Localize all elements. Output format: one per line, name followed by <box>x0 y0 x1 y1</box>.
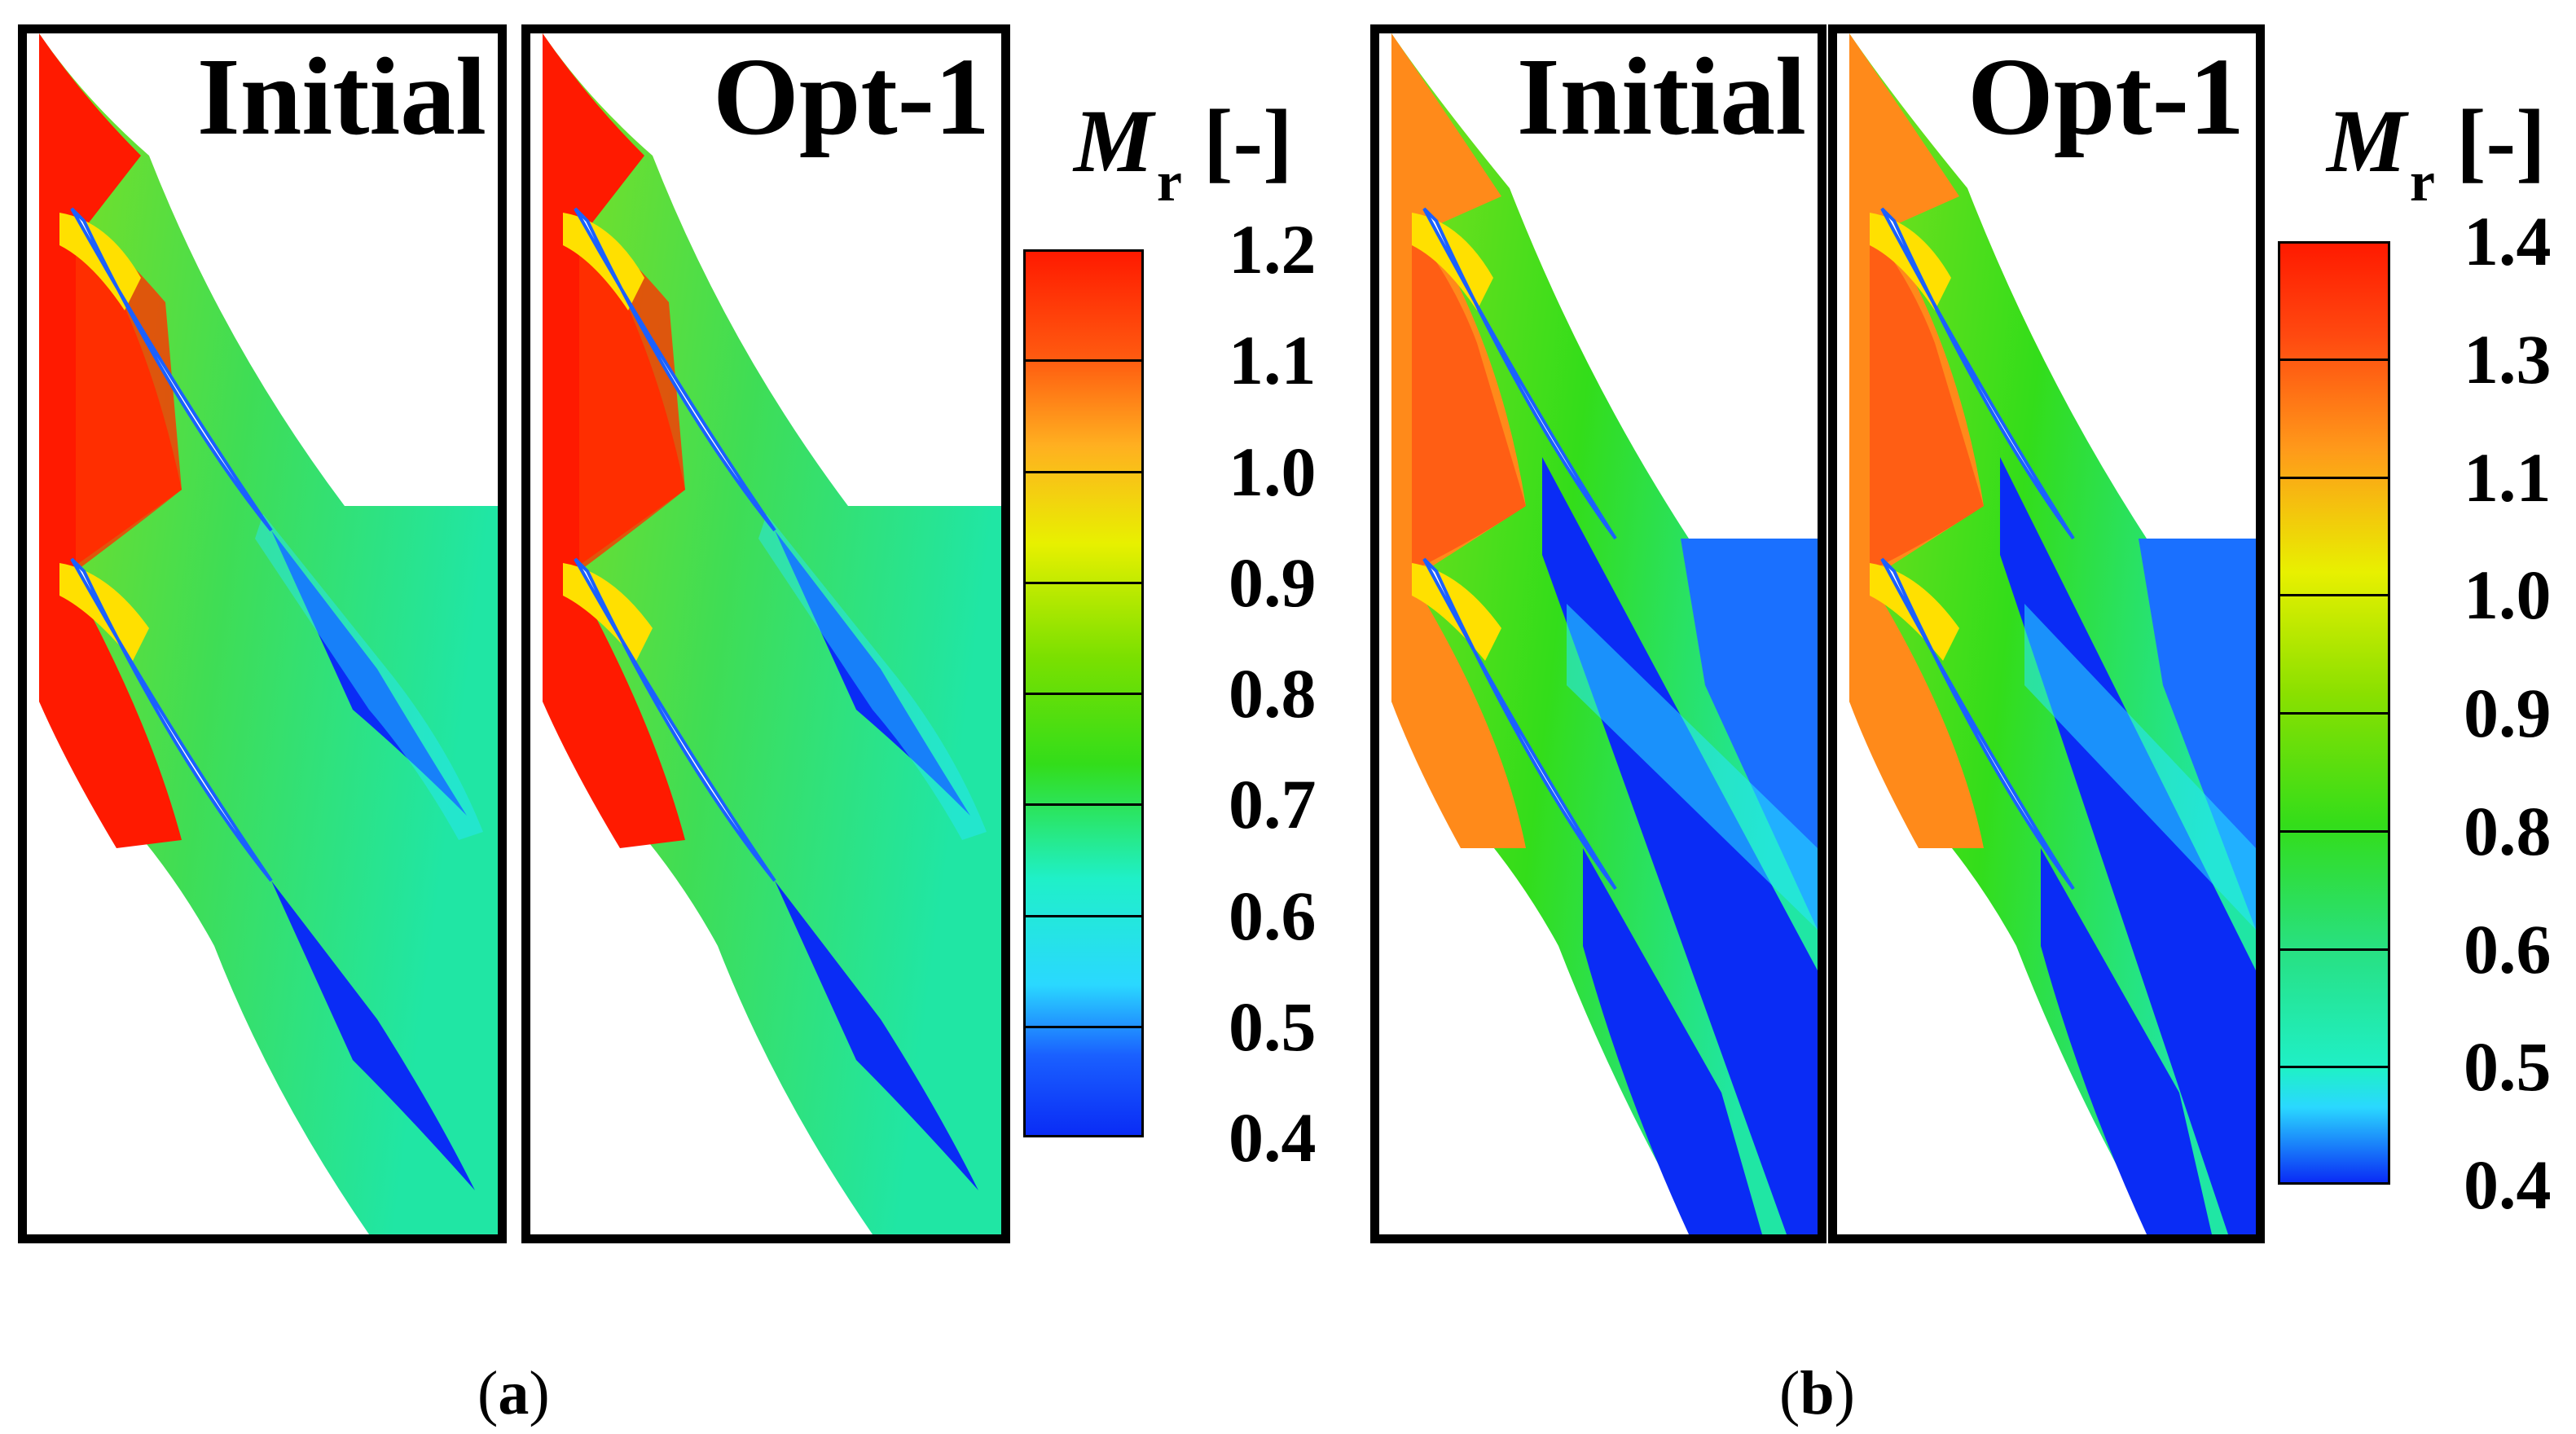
blade-1 <box>574 207 776 532</box>
map-a-initial: Initial <box>18 24 507 1243</box>
shock-zone <box>1412 229 1526 571</box>
colorbar-a-title: Mr [-] <box>1074 96 1293 211</box>
blade-2 <box>1422 557 1617 891</box>
colorbar-tick-label: 0.5 <box>2464 1027 2552 1106</box>
colorbar-separator <box>2278 594 2390 597</box>
wake-blue <box>271 881 475 1190</box>
colorbar-separator <box>1023 470 1144 473</box>
colorbar-tick-label: 1.0 <box>2464 556 2552 635</box>
symbol: M <box>1074 91 1154 191</box>
mach-contour-a-initial <box>39 33 498 1234</box>
colorbar-tick-label: 1.4 <box>2464 202 2552 280</box>
colorbar-tick-label: 0.6 <box>1229 876 1317 955</box>
colorbar-tick-label: 1.2 <box>1229 210 1317 288</box>
wake-cyan <box>255 514 483 840</box>
panel-title: Opt-1 <box>1967 36 2244 158</box>
map-a-opt1: Opt-1 <box>521 24 1010 1243</box>
wake-blue <box>2041 848 2212 1234</box>
wake-cyan <box>2024 604 2256 930</box>
colorbar-tick-label: 1.1 <box>1229 321 1317 400</box>
colorbar-separator <box>2278 829 2390 833</box>
shock-zone <box>76 213 182 571</box>
colorbar-tick-label: 0.4 <box>1229 1098 1317 1177</box>
panel-title: Initial <box>196 36 486 158</box>
caption-b: (b) <box>1779 1359 1855 1427</box>
caption-label: b <box>1800 1359 1835 1427</box>
blade-2 <box>574 557 776 882</box>
colorbar-separator <box>1023 359 1144 363</box>
colorbar-tick-label: 0.5 <box>1229 987 1317 1066</box>
blade-1 <box>1422 207 1617 540</box>
colorbar-separator <box>2278 358 2390 361</box>
colorbar-b-title: Mr [-] <box>2327 96 2546 211</box>
wake-blue <box>1583 848 1762 1234</box>
shock-zone <box>1870 229 1984 571</box>
caption-label: a <box>498 1359 530 1427</box>
colorbar-separator <box>1023 1025 1144 1028</box>
blade-1 <box>1880 207 2075 540</box>
mach-contour-a-opt1 <box>543 33 1001 1234</box>
colorbar-tick-label: 0.7 <box>1229 765 1317 844</box>
mach-contour-b-initial <box>1391 33 1818 1234</box>
colorbar-tick-label: 0.8 <box>1229 654 1317 732</box>
blade-1 <box>70 207 273 532</box>
caption-a: (a) <box>477 1359 550 1427</box>
colorbar-tick-label: 0.6 <box>2464 909 2552 988</box>
flow-domain <box>543 33 1001 1234</box>
colorbar-tick-label: 1.0 <box>1229 432 1317 511</box>
colorbar-tick-label: 0.9 <box>1229 543 1317 622</box>
colorbar-separator <box>1023 803 1144 807</box>
panel-title: Initial <box>1516 36 1806 158</box>
subscript: r <box>1156 151 1182 213</box>
colorbar-tick-label: 0.4 <box>2464 1146 2552 1224</box>
map-b-initial: Initial <box>1370 24 1826 1243</box>
colorbar-tick-label: 1.1 <box>2464 438 2552 517</box>
symbol: M <box>2327 91 2407 191</box>
wake-blue <box>775 530 970 816</box>
colorbar-separator <box>1023 581 1144 584</box>
wake-cyan <box>1567 604 1818 930</box>
wake-blue <box>271 530 467 816</box>
blade-2 <box>70 557 273 882</box>
colorbar-separator <box>2278 948 2390 951</box>
shock-zone <box>579 213 685 571</box>
colorbar-tick-label: 0.8 <box>2464 791 2552 870</box>
flow-domain <box>39 33 498 1234</box>
colorbar-separator <box>2278 1066 2390 1069</box>
unit: [-] <box>2455 91 2546 191</box>
colorbar-separator <box>2278 712 2390 715</box>
panel-title: Opt-1 <box>713 36 990 158</box>
colorbar-tick-label: 1.3 <box>2464 319 2552 398</box>
colorbar-separator <box>1023 693 1144 695</box>
subscript: r <box>2409 151 2435 213</box>
colorbar-separator <box>2278 476 2390 479</box>
unit: [-] <box>1202 91 1293 191</box>
colorbar-tick-label: 0.9 <box>2464 674 2552 752</box>
wake-blue <box>775 881 978 1190</box>
wake-cyan <box>758 514 987 840</box>
blade-2 <box>1880 557 2075 891</box>
mach-contour-b-opt1 <box>1849 33 2256 1234</box>
colorbar-separator <box>1023 914 1144 917</box>
map-b-opt1: Opt-1 <box>1828 24 2265 1243</box>
